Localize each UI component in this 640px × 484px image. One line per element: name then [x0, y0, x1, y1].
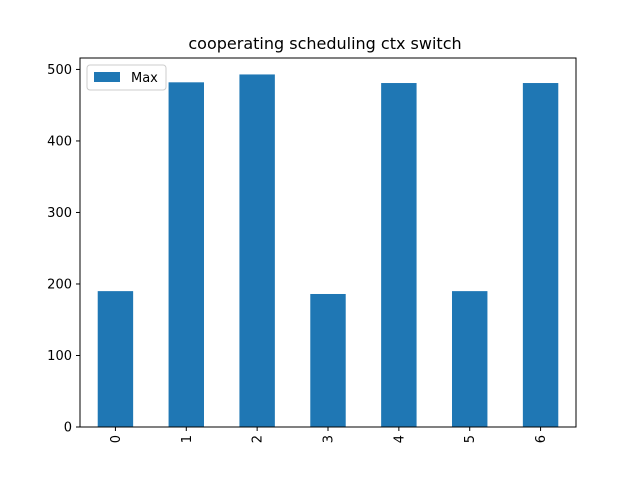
y-tick-label-100: 100 — [47, 349, 72, 364]
y-tick-label-0: 0 — [64, 421, 72, 436]
x-tick-label-4: 4 — [392, 435, 407, 443]
bar-6 — [522, 83, 559, 428]
legend-swatch — [94, 72, 120, 82]
bar-4 — [381, 83, 417, 428]
axes-layer: 0 100 200 300 400 500 0 1 2 3 4 5 6 — [47, 57, 577, 443]
legend: Max — [86, 64, 167, 91]
legend-label: Max — [131, 71, 158, 86]
y-tick-label-500: 500 — [47, 63, 72, 78]
x-tick-label-3: 3 — [322, 435, 337, 443]
bar-5 — [452, 291, 488, 427]
bars-layer — [97, 74, 559, 428]
bar-2 — [239, 74, 275, 427]
x-tick-label-2: 2 — [251, 435, 266, 443]
bar-1 — [168, 82, 204, 427]
x-tick-label-6: 6 — [534, 435, 549, 443]
bar-0 — [97, 291, 134, 427]
legend-box — [86, 64, 167, 91]
x-tick-label-1: 1 — [180, 435, 195, 443]
y-tick-label-300: 300 — [47, 206, 72, 221]
y-tick-label-200: 200 — [47, 277, 72, 292]
bar-3 — [310, 293, 346, 427]
x-tick-label-5: 5 — [463, 435, 478, 443]
x-tick-label-0: 0 — [109, 435, 124, 443]
chart-title: cooperating scheduling ctx switch — [188, 34, 461, 53]
y-tick-label-400: 400 — [47, 134, 72, 149]
